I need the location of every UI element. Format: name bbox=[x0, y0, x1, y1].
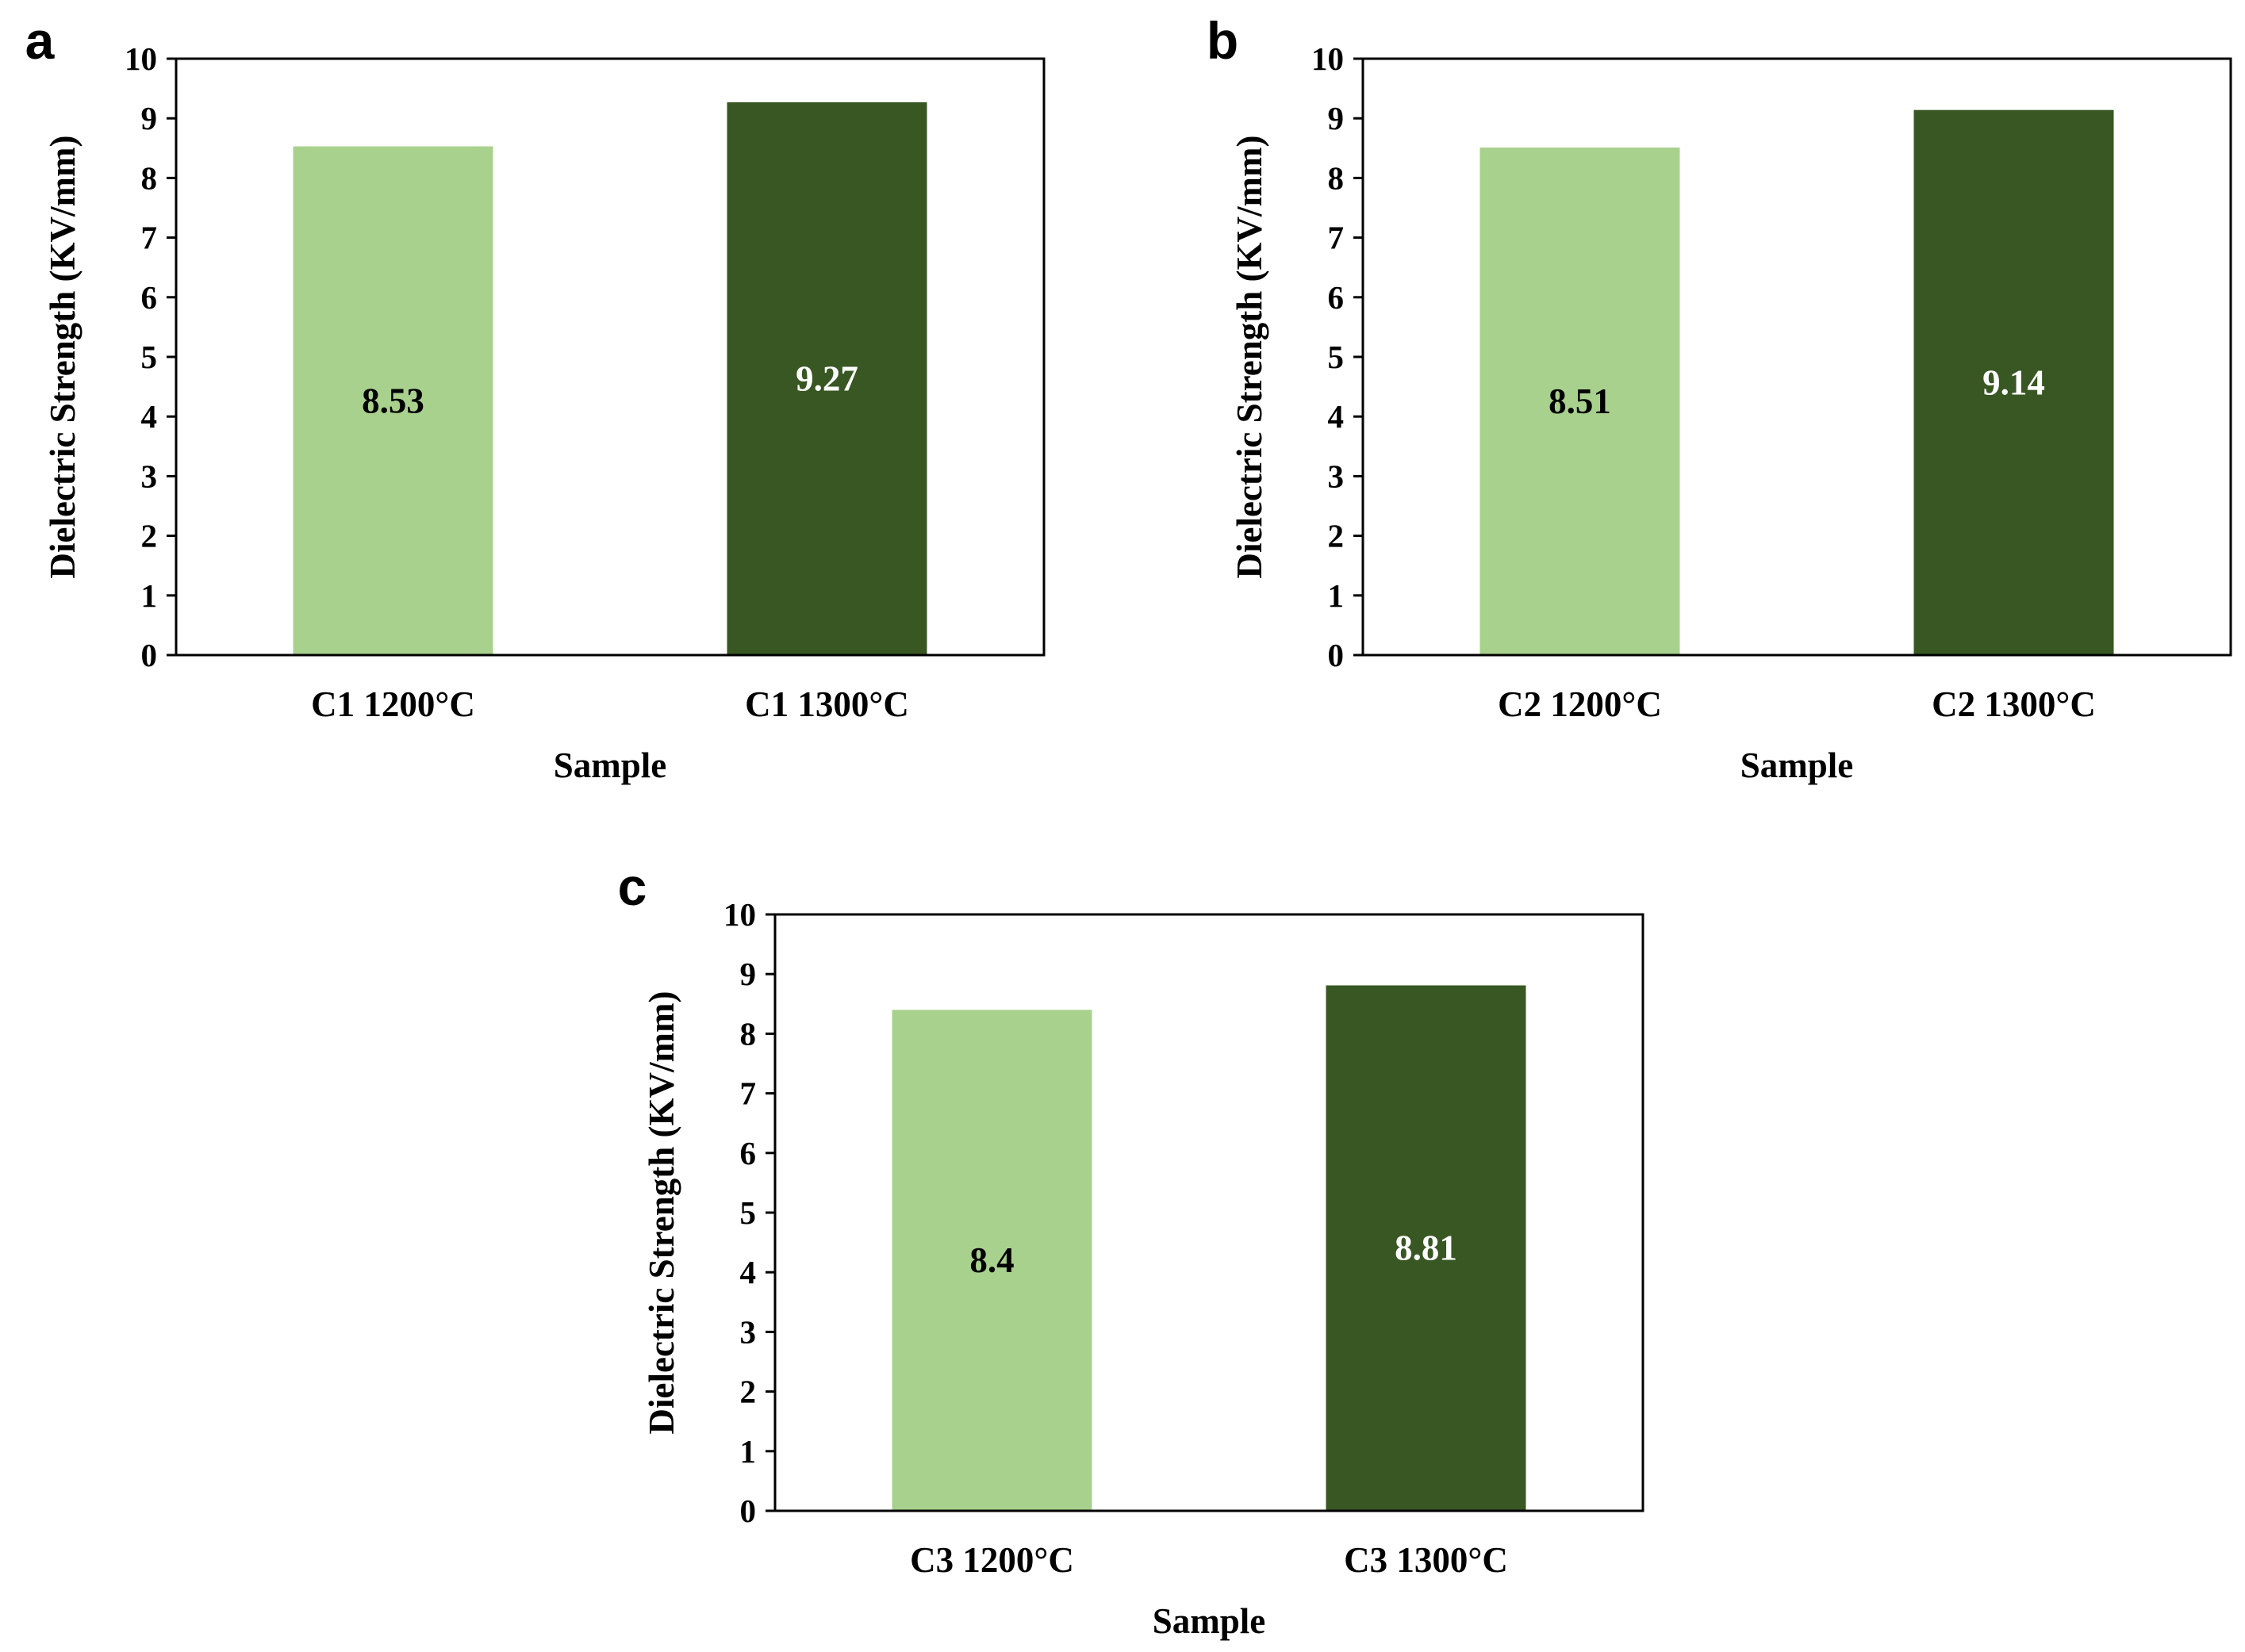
y-axis-title: Dielectric Strength (KV/mm) bbox=[642, 991, 681, 1435]
bar bbox=[293, 146, 493, 655]
y-tick-label: 9 bbox=[141, 100, 158, 136]
y-axis-title: Dielectric Strength (KV/mm) bbox=[43, 136, 83, 579]
y-tick-label: 1 bbox=[141, 577, 158, 614]
category-label: C1 1200°C bbox=[311, 684, 475, 724]
data-label: 8.4 bbox=[969, 1240, 1014, 1280]
bar bbox=[1479, 148, 1680, 656]
y-tick-label: 8 bbox=[740, 1015, 757, 1052]
panel-letter: a bbox=[25, 11, 56, 70]
bar bbox=[727, 102, 927, 655]
y-tick-label: 2 bbox=[141, 518, 158, 554]
chart-panel-a: a 8.53 C1 1200°C 9.27 C1 1300°C 0 1 2 3 4 5 6 7 8 9 10 S… bbox=[25, 11, 1046, 785]
y-tick-label: 4 bbox=[1328, 398, 1345, 435]
y-tick-label: 10 bbox=[723, 896, 756, 933]
y-tick-label: 3 bbox=[141, 458, 158, 494]
y-tick-label: 7 bbox=[1328, 220, 1345, 256]
category-label: C1 1300°C bbox=[745, 684, 909, 724]
y-tick-label: 1 bbox=[1328, 577, 1345, 614]
y-tick-label: 10 bbox=[125, 40, 157, 77]
y-tick-label: 2 bbox=[1328, 518, 1345, 554]
chart-panel-c: c 8.4 C3 1200°C 8.81 C3 1300°C 0 1 2 3 4 5 6 7 8 9 10 Sa… bbox=[618, 857, 1644, 1641]
y-tick-label: 6 bbox=[1328, 279, 1345, 316]
y-tick-label: 10 bbox=[1311, 40, 1344, 77]
category-label: C2 1300°C bbox=[1932, 684, 2096, 724]
data-label: 8.53 bbox=[362, 381, 424, 420]
y-tick-label: 7 bbox=[141, 220, 158, 256]
y-tick-label: 0 bbox=[740, 1493, 757, 1529]
data-label: 9.14 bbox=[1982, 362, 2045, 402]
data-label: 8.81 bbox=[1395, 1228, 1457, 1268]
y-tick-label: 0 bbox=[141, 637, 158, 673]
y-tick-label: 0 bbox=[1328, 637, 1345, 673]
data-label: 9.27 bbox=[796, 358, 858, 398]
x-axis-title: Sample bbox=[1153, 1601, 1266, 1641]
chart-panel-b: b 8.51 C2 1200°C 9.14 C2 1300°C 0 1 2 3 4 5 6 7 8 9 10 S… bbox=[1207, 11, 2232, 785]
y-tick-label: 4 bbox=[141, 398, 158, 435]
y-tick-label: 5 bbox=[141, 339, 158, 375]
y-tick-label: 8 bbox=[1328, 159, 1345, 196]
bar bbox=[1913, 109, 2114, 655]
y-tick-label: 9 bbox=[740, 956, 757, 992]
y-tick-label: 8 bbox=[141, 159, 158, 196]
panel-letter: c bbox=[618, 857, 647, 916]
panel-letter: b bbox=[1207, 11, 1238, 70]
y-tick-label: 5 bbox=[740, 1194, 757, 1231]
y-tick-label: 3 bbox=[740, 1313, 757, 1350]
y-tick-label: 1 bbox=[740, 1433, 757, 1470]
data-label: 8.51 bbox=[1548, 381, 1611, 421]
bar bbox=[892, 1010, 1092, 1511]
bar bbox=[1326, 985, 1526, 1511]
x-axis-title: Sample bbox=[554, 746, 667, 785]
x-axis-title: Sample bbox=[1740, 746, 1854, 785]
category-label: C3 1300°C bbox=[1344, 1540, 1508, 1580]
category-label: C3 1200°C bbox=[910, 1540, 1074, 1580]
y-tick-label: 7 bbox=[740, 1075, 757, 1112]
y-tick-label: 4 bbox=[740, 1254, 757, 1290]
y-tick-label: 6 bbox=[740, 1135, 757, 1171]
y-tick-label: 6 bbox=[141, 279, 158, 316]
y-tick-label: 5 bbox=[1328, 339, 1345, 375]
category-label: C2 1200°C bbox=[1498, 684, 1662, 724]
y-axis-title: Dielectric Strength (KV/mm) bbox=[1230, 136, 1269, 579]
y-tick-label: 2 bbox=[740, 1374, 757, 1410]
y-tick-label: 9 bbox=[1328, 100, 1345, 136]
y-tick-label: 3 bbox=[1328, 458, 1345, 494]
